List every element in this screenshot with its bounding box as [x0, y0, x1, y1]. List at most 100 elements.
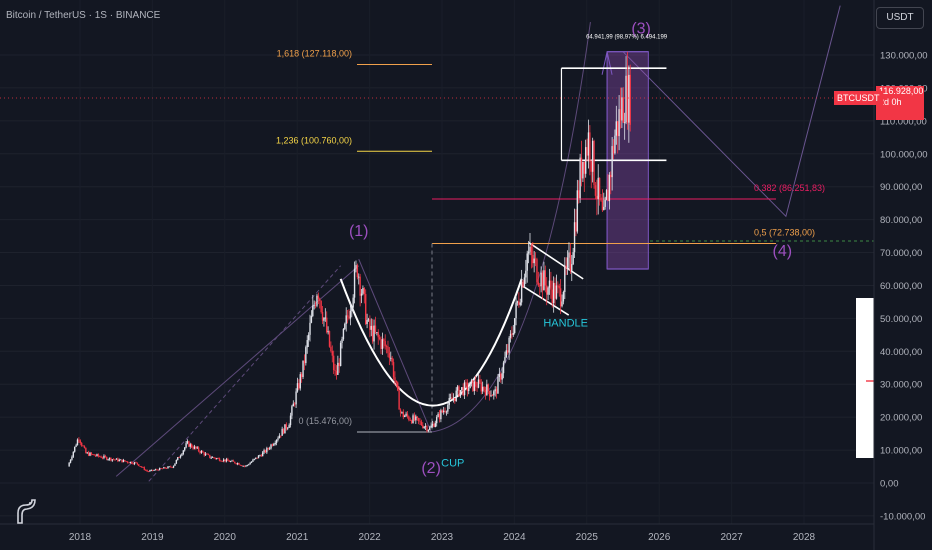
tradingview-logo[interactable] — [14, 497, 38, 525]
fib-label: 0.382 (86.251,83) — [754, 183, 825, 193]
candle-body — [99, 456, 101, 458]
candle-body — [529, 246, 531, 252]
candle-body — [200, 451, 203, 453]
candle-body — [360, 293, 363, 296]
candle-body — [108, 457, 111, 460]
candle-body — [597, 177, 599, 199]
currency-button[interactable]: USDT — [876, 7, 924, 29]
candle-body — [522, 281, 524, 287]
candle-body — [136, 462, 139, 465]
candle-body — [508, 337, 510, 353]
candle-body — [143, 467, 146, 470]
candle-body — [97, 454, 100, 457]
symbol-badge: BTCUSDT — [834, 91, 883, 105]
candle-body — [122, 459, 125, 463]
candle-body — [249, 462, 251, 465]
candle-body — [150, 469, 152, 471]
y-axis: 130.000,00120.000,00110.000,00100.000,00… — [873, 0, 932, 550]
candle-body — [217, 458, 219, 459]
cup-curve — [339, 278, 523, 407]
candle-body — [185, 443, 187, 448]
candle-body — [377, 332, 379, 338]
candle-body — [280, 435, 282, 437]
candle-body — [107, 459, 109, 461]
candle-body — [139, 465, 141, 467]
candle-body — [68, 462, 70, 467]
candle-body — [533, 258, 535, 264]
fib-label: 1,236 (100.760,00) — [276, 135, 352, 145]
candle-body — [126, 461, 129, 463]
candle-body — [178, 457, 180, 458]
candle-body — [321, 312, 324, 321]
candle-body — [246, 464, 249, 466]
candle-body — [523, 277, 526, 287]
candle-body — [564, 265, 566, 292]
candle-body — [388, 353, 391, 359]
candle-body — [135, 462, 137, 464]
candle-body — [168, 466, 171, 468]
candle-body — [224, 459, 226, 462]
candle-body — [547, 287, 549, 295]
candle-body — [578, 190, 580, 199]
x-tick-label: 2021 — [286, 532, 309, 543]
candle-body — [312, 305, 314, 317]
candle-body — [587, 132, 590, 156]
candle-body — [415, 416, 417, 421]
candle-body — [488, 390, 491, 397]
candle-body — [341, 339, 343, 343]
candle-body — [172, 465, 175, 468]
candle-body — [374, 325, 377, 333]
candle-body — [87, 452, 90, 456]
candle-body — [520, 281, 523, 303]
candle-body — [85, 447, 87, 454]
candle-body — [128, 462, 130, 464]
candle-body — [498, 373, 501, 377]
candle-body — [568, 252, 570, 258]
candle-body — [222, 459, 225, 462]
candle-body — [367, 319, 370, 321]
candle-body — [339, 342, 342, 367]
candle-body — [380, 338, 382, 349]
candle-body — [287, 427, 289, 429]
candle-body — [117, 458, 119, 462]
candle-body — [410, 420, 413, 424]
candle-body — [611, 146, 613, 178]
candle-body — [412, 415, 414, 424]
wave-label: (2) — [421, 460, 441, 477]
candle-body — [153, 470, 155, 471]
candle-body — [530, 246, 533, 255]
candle-body — [493, 391, 495, 396]
candle-body — [281, 428, 283, 436]
candle-body — [441, 410, 443, 413]
y-tick-label: 70.000,00 — [880, 248, 922, 259]
candle-body — [395, 380, 398, 383]
candle-body — [504, 357, 506, 363]
candle-body — [481, 386, 484, 392]
x-tick-label: 2028 — [793, 532, 816, 543]
candle-body — [552, 282, 555, 304]
candle-body — [80, 442, 83, 446]
candle-body — [271, 444, 274, 446]
candle-body — [423, 426, 425, 428]
candle-body — [184, 447, 186, 451]
candle-body — [211, 457, 214, 458]
candle-body — [86, 452, 88, 454]
candle-body — [242, 465, 244, 467]
candle-body — [385, 346, 388, 347]
candle-body — [157, 469, 159, 471]
candle-body — [317, 295, 320, 299]
candle-body — [518, 301, 520, 305]
y-tick-label: 110.000,00 — [880, 116, 927, 127]
candle-body — [486, 384, 488, 396]
candle-body — [259, 455, 261, 457]
y-tick-label: 100.000,00 — [880, 149, 928, 160]
candle-body — [497, 376, 499, 394]
candle-body — [476, 386, 478, 388]
candle-body — [534, 258, 537, 260]
candle-body — [403, 415, 406, 418]
candle-body — [548, 280, 551, 288]
candle-body — [309, 322, 311, 335]
candle-body — [75, 445, 77, 447]
candle-body — [461, 387, 463, 391]
